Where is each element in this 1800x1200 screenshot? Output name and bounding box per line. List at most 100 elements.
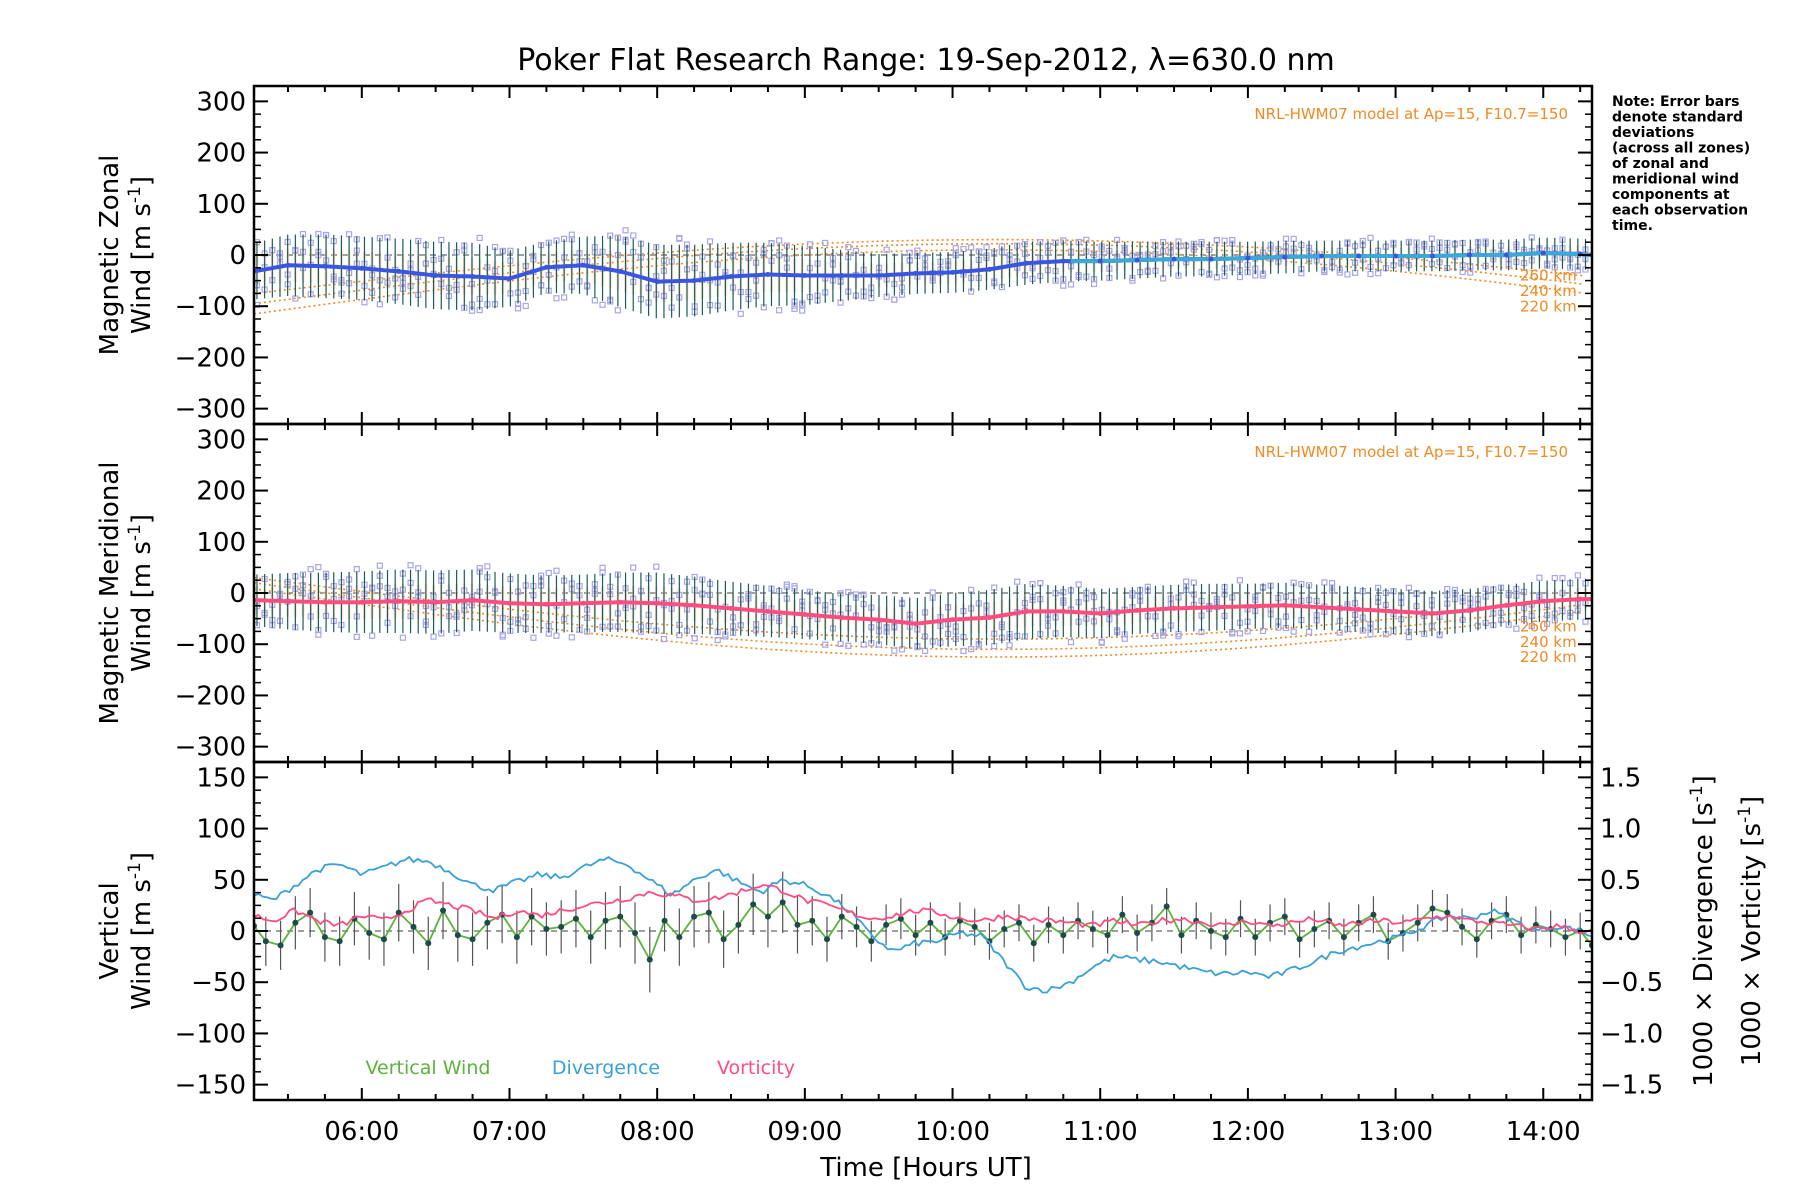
vertical-wind-point — [587, 934, 594, 941]
vertical-wind-point — [1340, 934, 1347, 941]
vertical-wind-point — [1296, 936, 1303, 943]
divergence-line — [254, 855, 1592, 994]
mean-point — [913, 621, 919, 627]
mean-point — [1282, 254, 1288, 260]
vertical-wind-point — [617, 913, 624, 920]
vertical-wind-point — [824, 936, 831, 943]
mean-point — [396, 268, 402, 274]
note-line: each observation — [1612, 203, 1748, 219]
mean-point — [1540, 598, 1546, 604]
mean-point — [543, 264, 549, 270]
note-line: meridional wind — [1612, 172, 1739, 188]
vertical-wind-point — [1178, 932, 1185, 939]
vertical-wind-point — [897, 915, 904, 922]
vertical-wind-point — [912, 932, 919, 939]
vertical-wind-point — [454, 932, 461, 939]
zone-sample — [553, 632, 560, 639]
zone-sample — [1375, 270, 1382, 277]
mean-point — [1430, 253, 1436, 259]
x-axis: 06:00 07:00 08:00 09:00 10:00 11:00 12:00 13:00… — [324, 1117, 1580, 1147]
zone-sample — [676, 234, 683, 242]
y-axis-label: Vertical — [95, 882, 125, 979]
zone-sample — [737, 310, 744, 317]
mean-point — [1466, 252, 1472, 258]
x-tick-label: 11:00 — [1063, 1117, 1138, 1147]
panel-zonal: NRL-HWM07 model at Ap=15, F10.7=150 260 k… — [95, 84, 1594, 426]
y-axis-label-units: Wind [m s-1] — [125, 176, 157, 334]
zone-sample — [1344, 271, 1351, 278]
vertical-wind-point — [809, 917, 816, 924]
zone-sample — [369, 632, 376, 639]
zone-sample — [476, 234, 483, 242]
y-axis-label-units: Wind [m s-1] — [125, 852, 157, 1010]
zone-sample — [791, 305, 798, 312]
zone-sample — [614, 307, 621, 314]
y-tick-label: −100 — [175, 630, 246, 660]
mean-point — [470, 597, 476, 603]
mean-point — [1134, 607, 1140, 613]
mean-point — [543, 601, 549, 607]
mean-point — [1060, 258, 1066, 264]
zone-sample — [968, 244, 975, 251]
zone-sample — [706, 238, 714, 245]
zone-sample — [1006, 642, 1013, 649]
vertical-wind-point — [1311, 925, 1318, 932]
zone-sample — [476, 565, 483, 572]
y-tick-label: 300 — [196, 425, 246, 455]
vertical-wind-point — [883, 921, 890, 928]
y2-tick-label: 0.5 — [1600, 866, 1641, 896]
zone-sample — [376, 562, 383, 569]
zone-sample — [1160, 632, 1167, 639]
vertical-wind-point — [927, 919, 934, 926]
zone-sample — [883, 246, 890, 253]
model-altitude-label: 220 km — [1520, 648, 1577, 666]
zone-sample — [891, 296, 898, 303]
vertical-wind-point — [558, 923, 565, 930]
mean-point — [322, 599, 328, 605]
y-tick-label: 0 — [229, 579, 246, 609]
x-axis-label: Time [Hours UT] — [819, 1153, 1032, 1183]
mean-point — [580, 262, 586, 268]
mean-point — [802, 272, 808, 278]
y-tick-label: 200 — [196, 139, 246, 169]
zone-sample — [1282, 235, 1290, 242]
mean-point — [1466, 607, 1472, 613]
mean-point — [285, 262, 291, 268]
vertical-wind-point — [395, 909, 402, 916]
zone-sample — [599, 301, 606, 308]
vertical-wind-point — [779, 899, 786, 906]
y2-tick-label: −1.5 — [1600, 1071, 1663, 1101]
mean-point — [1319, 253, 1325, 259]
y-tick-label: 100 — [196, 190, 246, 220]
mean-point — [1023, 260, 1029, 266]
vertical-wind-point — [1281, 913, 1288, 920]
zone-sample — [891, 647, 898, 654]
x-tick-label: 13:00 — [1358, 1117, 1433, 1147]
zone-sample — [983, 244, 990, 251]
y2-tick-label: −0.5 — [1600, 968, 1663, 998]
vertical-wind-point — [1060, 932, 1067, 939]
zone-sample — [622, 227, 629, 234]
vertical-wind-point — [646, 956, 653, 963]
vertical-wind-point — [1429, 905, 1436, 912]
model-altitude-label: 260 km — [1520, 267, 1577, 285]
zone-sample — [553, 567, 560, 574]
y-tick-label: 0 — [229, 917, 246, 947]
mean-point — [876, 272, 882, 278]
zone-sample — [315, 563, 322, 571]
zone-sample — [1075, 581, 1082, 588]
zone-sample — [1574, 572, 1581, 579]
vorticity-line — [254, 884, 1592, 935]
x-tick-label: 06:00 — [324, 1117, 399, 1147]
zone-sample — [653, 563, 660, 570]
note-line: Note: Error bars — [1612, 94, 1739, 110]
zone-sample — [1014, 578, 1021, 585]
vertical-wind-point — [691, 913, 698, 920]
zone-sample — [1236, 630, 1244, 637]
y-tick-label: −100 — [175, 1019, 246, 1049]
x-tick-label: 07:00 — [472, 1117, 547, 1147]
vertical-wind-point — [262, 938, 269, 945]
vertical-wind-point — [868, 938, 875, 945]
mean-point — [802, 612, 808, 618]
mean-point — [1023, 608, 1029, 614]
